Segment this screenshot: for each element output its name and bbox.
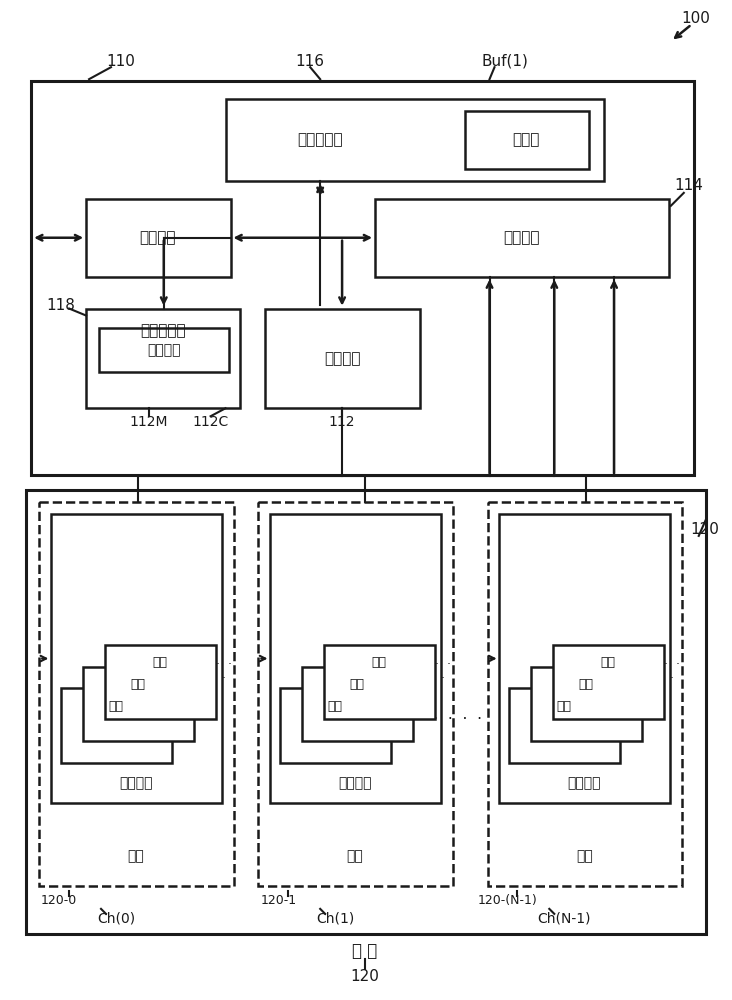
Text: 112M: 112M bbox=[130, 415, 168, 429]
Bar bbox=[270, 514, 441, 803]
Text: ·  ·
·: · · · bbox=[664, 658, 680, 686]
Bar bbox=[488, 502, 681, 886]
Bar bbox=[531, 667, 642, 741]
Text: 118: 118 bbox=[47, 298, 75, 313]
Text: 120-(N-1): 120-(N-1) bbox=[477, 894, 537, 907]
Text: 116: 116 bbox=[296, 54, 325, 69]
Text: 120: 120 bbox=[690, 522, 719, 537]
Bar bbox=[324, 645, 435, 719]
Bar bbox=[499, 514, 670, 803]
Bar bbox=[83, 667, 194, 741]
Text: ·  ·
·: · · · bbox=[435, 658, 451, 686]
Text: 114: 114 bbox=[674, 178, 703, 193]
Bar bbox=[105, 645, 215, 719]
Bar bbox=[51, 514, 222, 803]
Bar bbox=[258, 502, 452, 886]
Text: 通道: 通道 bbox=[127, 849, 144, 863]
Text: 闪存芯片: 闪存芯片 bbox=[567, 776, 601, 790]
Text: 区块: 区块 bbox=[600, 656, 616, 669]
Text: 110: 110 bbox=[106, 54, 135, 69]
Bar bbox=[280, 688, 391, 763]
Text: 区块: 区块 bbox=[130, 678, 146, 691]
Text: 闪存芯片: 闪存芯片 bbox=[119, 776, 153, 790]
Text: 接口逻辑: 接口逻辑 bbox=[140, 230, 176, 245]
Text: 微处理器: 微处理器 bbox=[324, 351, 360, 366]
Bar bbox=[40, 502, 234, 886]
Text: 闪存芯片: 闪存芯片 bbox=[338, 776, 372, 790]
Bar bbox=[86, 309, 241, 408]
Text: 120-0: 120-0 bbox=[41, 894, 78, 907]
Text: 区块: 区块 bbox=[371, 656, 386, 669]
Text: 程序代码: 程序代码 bbox=[147, 343, 181, 357]
Text: 100: 100 bbox=[681, 11, 710, 26]
Text: ·  ·  ·  ·  ·  ·: · · · · · · bbox=[404, 712, 482, 727]
Text: 通道: 通道 bbox=[347, 849, 363, 863]
Bar bbox=[225, 99, 604, 181]
Text: Ch(0): Ch(0) bbox=[97, 912, 135, 926]
Bar bbox=[61, 688, 172, 763]
Text: 112: 112 bbox=[329, 415, 355, 429]
Bar bbox=[302, 667, 413, 741]
Text: 通道: 通道 bbox=[576, 849, 592, 863]
Text: 120-1: 120-1 bbox=[261, 894, 296, 907]
Bar bbox=[26, 490, 706, 934]
Text: ·  ·
·: · · · bbox=[215, 658, 231, 686]
Text: 区块: 区块 bbox=[579, 678, 594, 691]
Text: 112C: 112C bbox=[193, 415, 228, 429]
Text: 区块: 区块 bbox=[108, 700, 124, 713]
Text: 区块: 区块 bbox=[152, 656, 168, 669]
Text: Buf(1): Buf(1) bbox=[481, 54, 528, 69]
Text: 控制逻辑: 控制逻辑 bbox=[503, 230, 539, 245]
Bar bbox=[86, 199, 231, 277]
Text: 区块: 区块 bbox=[328, 700, 343, 713]
Text: 区块: 区块 bbox=[350, 678, 365, 691]
Text: Ch(N-1): Ch(N-1) bbox=[537, 912, 591, 926]
Text: 缓冲存储器: 缓冲存储器 bbox=[297, 133, 343, 148]
Text: 闪 存: 闪 存 bbox=[352, 942, 378, 960]
Text: 缓冲器: 缓冲器 bbox=[512, 133, 540, 148]
Bar bbox=[31, 81, 694, 475]
Bar bbox=[509, 688, 620, 763]
Text: 只读存储器: 只读存储器 bbox=[140, 323, 186, 338]
Bar bbox=[375, 199, 669, 277]
Bar bbox=[266, 309, 419, 408]
Bar bbox=[99, 328, 228, 372]
Bar bbox=[465, 111, 589, 169]
Text: 区块: 区块 bbox=[557, 700, 572, 713]
Text: 120: 120 bbox=[351, 969, 379, 984]
Bar bbox=[553, 645, 664, 719]
Text: Ch(1): Ch(1) bbox=[316, 912, 354, 926]
